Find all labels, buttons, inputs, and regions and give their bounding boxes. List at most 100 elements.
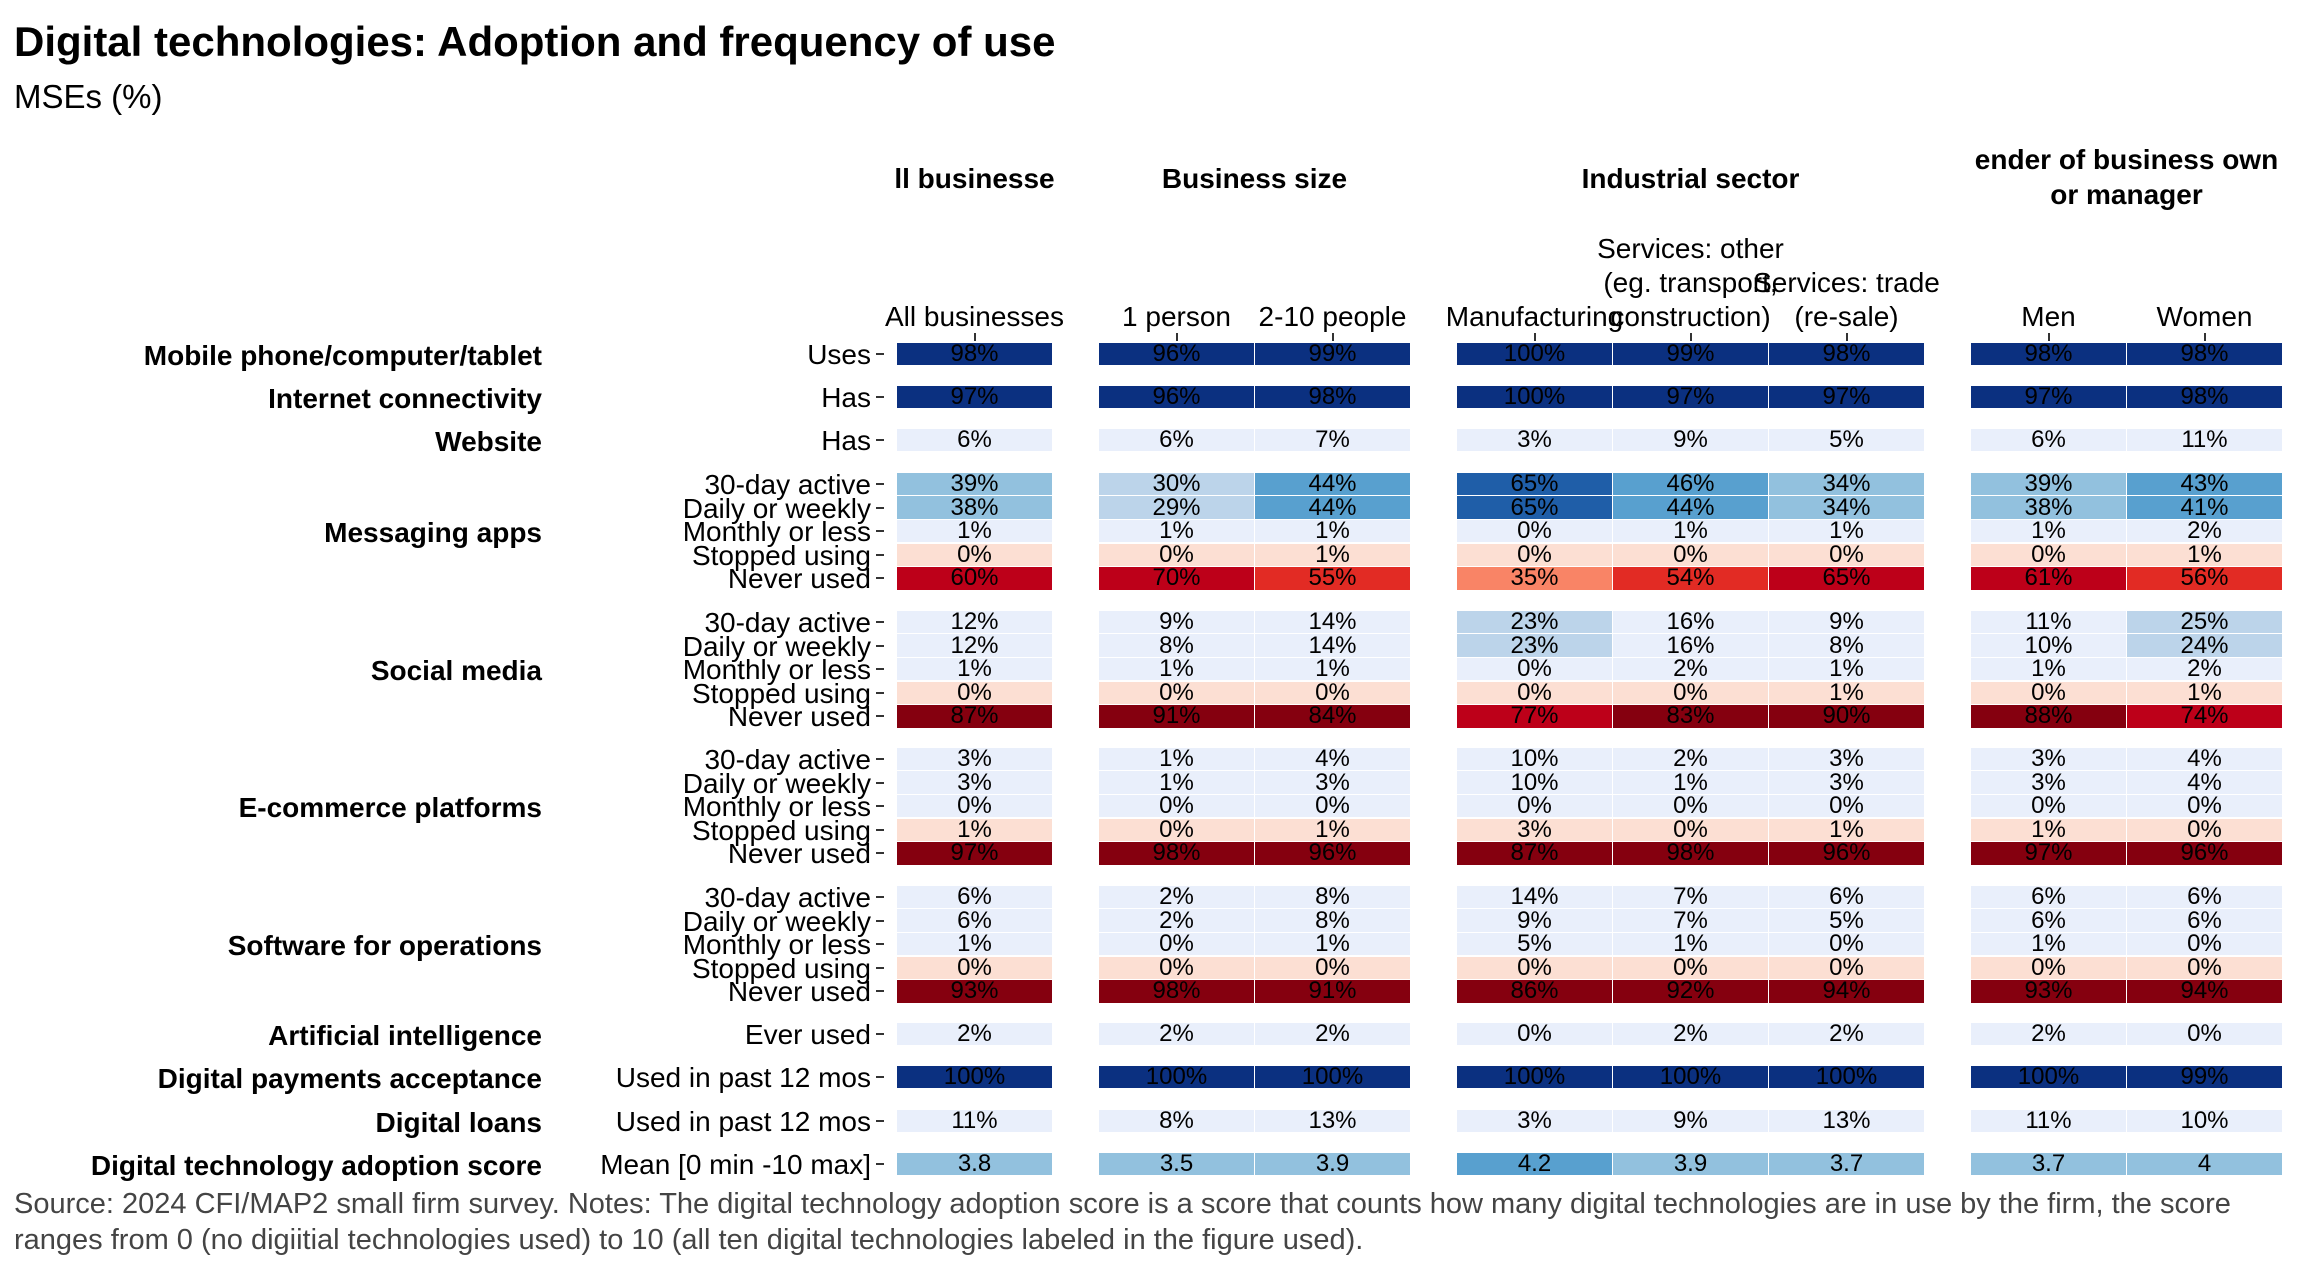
heatmap-cell: 1% [1255,930,1410,957]
heatmap-cell: 6% [1099,426,1254,453]
heatmap-cell: 0% [2127,1020,2282,1047]
heatmap-cell: 96% [1255,839,1410,866]
heatmap-cell: 1% [1613,517,1768,544]
heatmap-cell: 61% [1971,564,2126,591]
heatmap-cell: 3% [897,769,1052,796]
heatmap-cell: 97% [897,839,1052,866]
y-tick-mark [876,896,884,898]
heatmap-cell: 65% [1457,494,1612,521]
heatmap-cell: 3% [1255,769,1410,796]
column-label: (re-sale) [1794,301,1899,332]
heatmap-cell: 0% [1099,792,1254,819]
heatmap-cell: 98% [1971,340,2126,367]
heatmap-cell: 11% [2127,426,2282,453]
heatmap-cell: 2% [1613,745,1768,772]
category-label: E-commerce platforms [238,792,542,824]
heatmap-cell: 7% [1613,907,1768,934]
heatmap-cell: 99% [1255,340,1410,367]
heatmap-cell: 9% [1099,608,1254,635]
column-label: (eg. transport, [1603,267,1778,298]
heatmap-cell: 0% [1613,541,1768,568]
row-label: Stopped using [691,952,871,984]
heatmap-cell: 0% [1457,954,1612,981]
heatmap-cell: 0% [1255,792,1410,819]
heatmap-cell: 35% [1457,564,1612,591]
heatmap-cell: 9% [1457,907,1612,934]
column-label: All businesses [885,301,1064,332]
heatmap-cell: 99% [1613,340,1768,367]
heatmap-cell: 3% [1457,816,1612,843]
heatmap-cell: 6% [897,907,1052,934]
heatmap-cell: 3.9 [1613,1150,1768,1177]
row-label: Monthly or less [682,654,871,686]
heatmap-cell: 96% [1099,383,1254,410]
heatmap-cell: 1% [1613,769,1768,796]
heatmap-cell: 3% [897,745,1052,772]
row-label: Daily or weekly [682,630,871,662]
heatmap-cell: 97% [1971,839,2126,866]
heatmap-cell: 39% [897,470,1052,497]
heatmap-cell: 2% [1099,1020,1254,1047]
x-tick-mark [2047,333,2050,341]
heatmap-cell: 0% [1457,541,1612,568]
heatmap-cell: 23% [1457,608,1612,635]
heatmap-cell: 0% [897,792,1052,819]
heatmap-cell: 3.7 [1971,1150,2126,1177]
source-note: Source: 2024 CFI/MAP2 small firm survey.… [14,1188,2231,1256]
heatmap-cell: 9% [1613,1107,1768,1134]
heatmap-cell: 0% [1769,541,1924,568]
heatmap-cell: 56% [2127,564,2282,591]
heatmap-cell: 0% [1457,679,1612,706]
heatmap-cell: 1% [1099,655,1254,682]
category-label: Digital loans [375,1107,542,1138]
heatmap-cell: 55% [1255,564,1410,591]
heatmap-cell: 97% [1971,383,2126,410]
heatmap-cell: 14% [1255,632,1410,659]
x-tick-mark [2203,333,2206,341]
heatmap-cell: 38% [897,494,1052,521]
heatmap-cell: 83% [1613,702,1768,729]
heatmap-cell: 3.8 [897,1150,1052,1177]
heatmap-cell: 14% [1457,883,1612,910]
heatmap-cell: 0% [1099,679,1254,706]
heatmap-cell: 6% [897,426,1052,453]
row-label: Has [821,382,871,413]
heatmap-cell: 1% [1769,816,1924,843]
heatmap-cell: 11% [1971,1107,2126,1134]
y-tick-mark [876,943,884,946]
y-tick-mark [876,483,884,485]
heatmap-cell: 1% [897,517,1052,544]
y-tick-mark [876,1163,884,1165]
y-tick-mark [876,668,884,671]
heatmap-cell: 3% [1457,426,1612,453]
heatmap-cell: 6% [1971,883,2126,910]
heatmap-cell: 3% [1971,769,2126,796]
heatmap-cell: 6% [1971,907,2126,934]
heatmap-cell: 3% [1457,1107,1612,1134]
heatmap-cell: 43% [2127,470,2282,497]
heatmap-cell: 9% [1613,426,1768,453]
heatmap-cell: 3.7 [1769,1150,1924,1177]
heatmap-cell: 98% [1099,977,1254,1004]
y-tick-mark [876,1033,884,1035]
heatmap-cell: 98% [897,340,1052,367]
row-label: Ever used [744,1019,871,1050]
heatmap-cell: 5% [1457,930,1612,957]
heatmap-cell: 1% [2127,541,2282,568]
panel-title: Business size [1161,163,1348,194]
heatmap-cell: 91% [1099,702,1254,729]
y-tick-mark [876,506,884,509]
row-label: 30-day active [704,469,871,500]
heatmap-cell: 96% [2127,839,2282,866]
column-label: Services: trade [1753,267,1940,298]
heatmap-cell: 98% [2127,340,2282,367]
heatmap-cell: 8% [1769,632,1924,659]
category-label: Software for operations [227,930,542,962]
x-tick-mark [973,333,976,341]
y-tick-mark [876,621,884,623]
column-label: construction) [1610,301,1771,332]
heatmap-cell: 4% [2127,745,2282,772]
row-label: Never used [727,976,871,1008]
heatmap-cell: 0% [1613,679,1768,706]
heatmap-cell: 3% [1769,745,1924,772]
